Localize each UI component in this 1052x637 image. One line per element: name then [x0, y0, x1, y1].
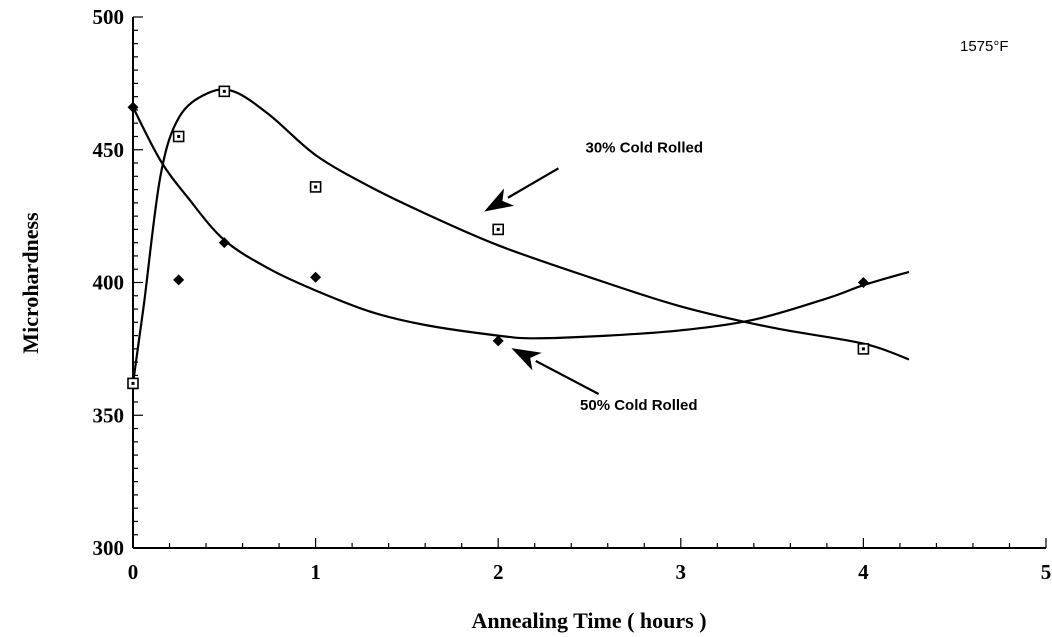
diamond-marker — [310, 271, 322, 283]
diamond-marker — [492, 335, 504, 347]
annotation-arrow-1 — [484, 167, 560, 212]
data-points — [127, 85, 870, 390]
diamond-marker — [218, 237, 230, 249]
tick-labels: 0 1 2 3 4 5 300 350 400 450 500 — [93, 5, 1052, 584]
x-tick-label: 1 — [310, 560, 321, 584]
y-tick-label: 400 — [93, 271, 125, 295]
annotation-label-1: 30% Cold Rolled — [586, 139, 704, 156]
y-tick-label: 300 — [93, 536, 125, 560]
series-curve-1 — [131, 88, 910, 384]
minor-ticks — [132, 16, 1047, 549]
x-tick-label: 5 — [1041, 560, 1052, 584]
annotation-arrow-2 — [511, 348, 600, 395]
series-curve-2 — [132, 106, 910, 340]
square-marker — [172, 130, 185, 143]
y-tick-label: 350 — [93, 403, 125, 427]
diamond-marker — [857, 277, 869, 288]
square-marker — [127, 377, 139, 390]
square-marker — [218, 85, 231, 98]
square-marker — [309, 181, 322, 193]
x-tick-label: 4 — [858, 560, 869, 584]
annotations: 30% Cold Rolled 50% Cold Rolled — [484, 139, 704, 414]
square-marker — [492, 223, 505, 236]
y-tick-label: 450 — [93, 138, 125, 162]
x-tick-label: 3 — [676, 560, 687, 584]
condition-label: 1575°F — [960, 38, 1009, 55]
diamond-marker — [127, 101, 139, 113]
x-axis-title: Annealing Time ( hours ) — [471, 608, 706, 633]
x-tick-label: 0 — [128, 560, 139, 584]
y-tick-label: 500 — [93, 5, 125, 29]
y-axis-title: Microhardness — [18, 212, 43, 354]
x-tick-label: 2 — [493, 560, 504, 584]
square-marker — [857, 343, 870, 355]
curves — [131, 88, 910, 384]
diamond-marker — [173, 274, 185, 286]
annotation-label-2: 50% Cold Rolled — [580, 397, 698, 414]
